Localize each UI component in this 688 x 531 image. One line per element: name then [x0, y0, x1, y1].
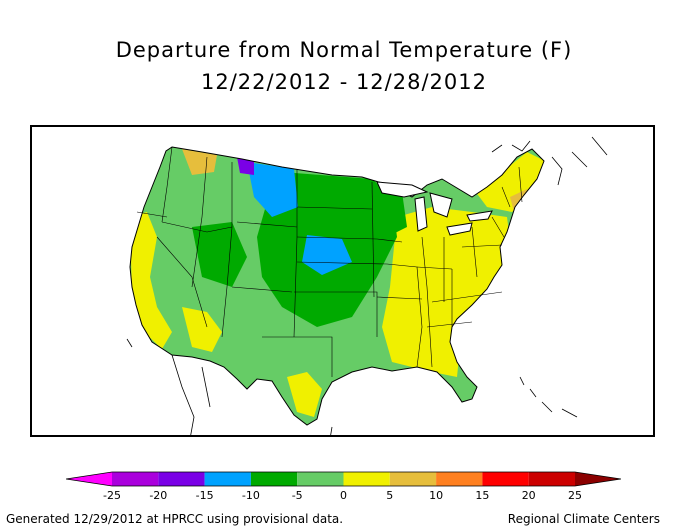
us-temperature-map: [126, 136, 608, 435]
legend-swatch: [112, 472, 159, 486]
legend-tick-label: 15: [475, 489, 489, 502]
canada-coast-fragments: [491, 136, 608, 186]
us-outline: [129, 146, 545, 426]
state-boundaries: [136, 146, 523, 377]
legend-swatch: [482, 472, 529, 486]
region-above-normal-west-coast: [130, 212, 172, 349]
region-cool-midwest: [372, 187, 407, 237]
map-title: Departure from Normal Temperature (F): [115, 38, 573, 62]
legend-tick-label: 0: [340, 489, 347, 502]
legend-arrow-low: [66, 472, 112, 486]
legend-arrow-high: [575, 472, 621, 486]
legend-swatch: [250, 472, 298, 486]
legend-swatch: [436, 472, 483, 486]
legend-tick-label: 5: [386, 489, 393, 502]
map-frame: [30, 125, 655, 437]
region-above-normal-east: [382, 207, 512, 377]
region-cold-nebraska: [302, 235, 352, 275]
legend-tick-label: -5: [292, 489, 303, 502]
legend-tick-label: 10: [429, 489, 443, 502]
legend-swatch: [343, 472, 390, 486]
legend-swatch: [389, 472, 437, 486]
region-cool-florida: [477, 367, 492, 389]
region-cool-rockies: [192, 222, 247, 287]
legend-tick-label: -15: [196, 489, 214, 502]
legend-tick-label: -20: [149, 489, 167, 502]
legend-tick-label: -10: [242, 489, 260, 502]
region-warm-pacific-northwest: [182, 149, 217, 175]
legend-swatch: [528, 472, 575, 486]
legend-colorbar: -25 -20 -15 -10 -5 0 5 10 15 20 25: [65, 471, 622, 502]
legend-swatch: [158, 472, 205, 486]
region-above-normal-southwest: [182, 307, 222, 352]
region-cold-montana: [247, 162, 298, 217]
legend-swatch: [297, 472, 344, 486]
legend-tick-label: -25: [103, 489, 121, 502]
great-lakes: [376, 181, 493, 236]
region-above-normal-texas: [287, 372, 322, 417]
legend-swatch: [204, 472, 251, 486]
legend-tick-label: 25: [568, 489, 582, 502]
bahamas-fragments: [519, 376, 578, 418]
legend-tick-label: 20: [522, 489, 536, 502]
map-subtitle: 12/22/2012 - 12/28/2012: [200, 70, 487, 94]
mexico-coast-fragments: [126, 338, 333, 435]
footer-generated-note: Generated 12/29/2012 at HPRCC using prov…: [6, 512, 344, 526]
color-legend: -25 -20 -15 -10 -5 0 5 10 15 20 25: [65, 470, 622, 505]
region-very-cold-montana: [237, 157, 254, 175]
footer-organization: Regional Climate Centers: [507, 512, 660, 526]
